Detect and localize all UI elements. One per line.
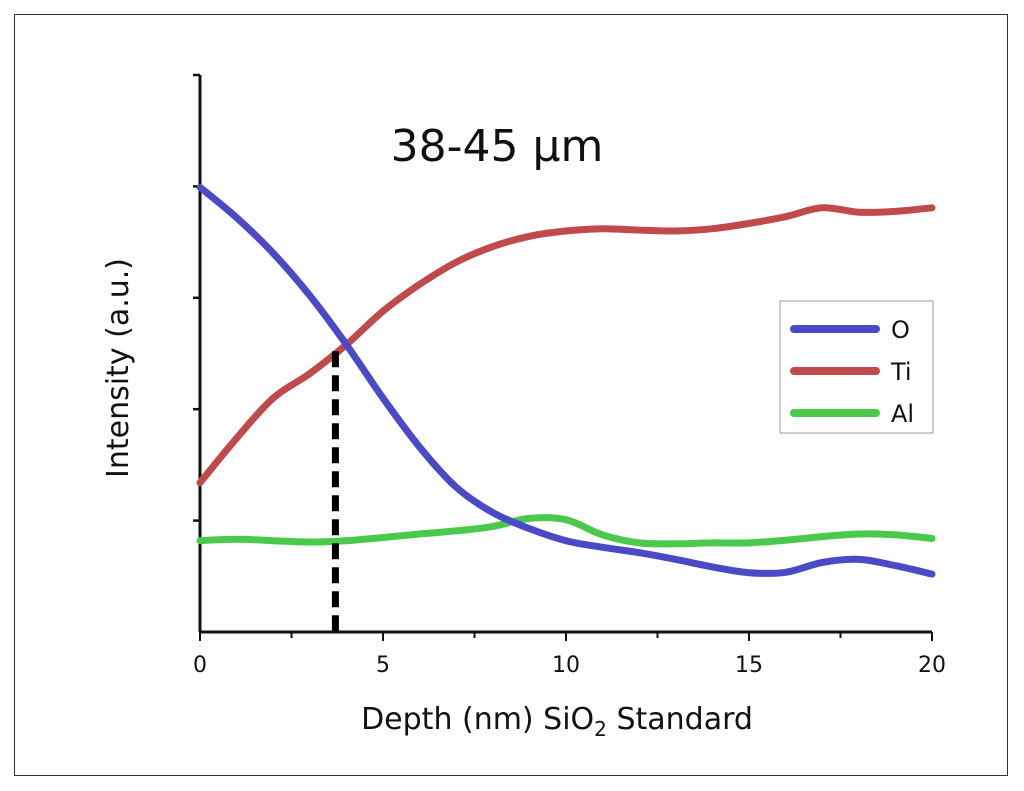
- x-axis-label: Depth (nm) SiO2 Standard: [361, 702, 753, 741]
- x-tick-label: 0: [193, 653, 207, 678]
- legend-label-ti: Ti: [890, 358, 912, 386]
- series-layer: [196, 183, 936, 632]
- x-axis-label-prefix: Depth (nm) SiO: [361, 702, 594, 737]
- x-tick-label: 15: [735, 653, 763, 678]
- x-tick-label: 10: [552, 653, 580, 678]
- x-tick-label: 5: [376, 653, 390, 678]
- chart-title: 38-45 µm: [391, 121, 604, 172]
- x-axis-label-subscript: 2: [594, 717, 607, 741]
- series-line-ti: [196, 204, 936, 487]
- series-line-al: [196, 514, 936, 548]
- legend-label-o: O: [891, 316, 910, 344]
- y-axis-label: Intensity (a.u.): [101, 258, 136, 478]
- x-tick-label: 20: [918, 653, 946, 678]
- legend-label-al: Al: [891, 400, 914, 428]
- legend: O Ti Al: [779, 300, 934, 434]
- series-line-o: [196, 183, 936, 578]
- x-axis-label-suffix: Standard: [607, 702, 753, 737]
